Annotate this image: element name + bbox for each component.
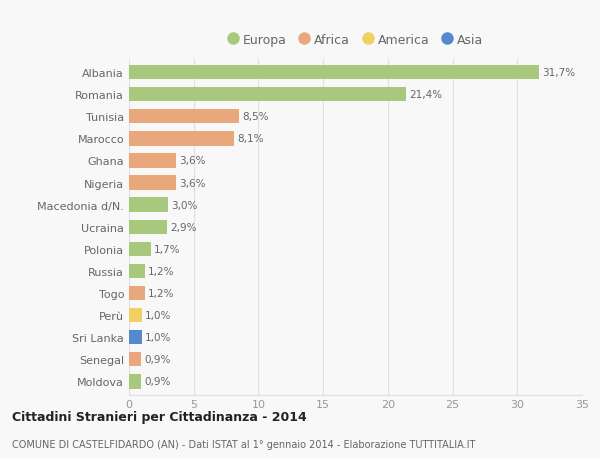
Text: 8,1%: 8,1% [237, 134, 263, 144]
Text: COMUNE DI CASTELFIDARDO (AN) - Dati ISTAT al 1° gennaio 2014 - Elaborazione TUTT: COMUNE DI CASTELFIDARDO (AN) - Dati ISTA… [12, 440, 475, 449]
Bar [129, 242, 151, 257]
Bar [129, 308, 142, 323]
Text: 31,7%: 31,7% [542, 68, 575, 78]
Text: 3,6%: 3,6% [179, 178, 205, 188]
Bar [129, 375, 140, 389]
Text: 2,9%: 2,9% [170, 222, 196, 232]
Bar [129, 132, 234, 146]
Bar [129, 154, 176, 168]
Bar [129, 330, 142, 345]
Text: 0,9%: 0,9% [144, 376, 170, 386]
Legend: Europa, Africa, America, Asia: Europa, Africa, America, Asia [228, 34, 483, 47]
Text: 3,6%: 3,6% [179, 156, 205, 166]
Bar [129, 286, 145, 301]
Bar [129, 198, 168, 213]
Bar [129, 264, 145, 279]
Text: 1,2%: 1,2% [148, 266, 174, 276]
Bar [129, 88, 406, 102]
Bar [129, 110, 239, 124]
Text: 3,0%: 3,0% [171, 200, 197, 210]
Text: 1,0%: 1,0% [145, 332, 172, 342]
Text: 1,7%: 1,7% [154, 244, 181, 254]
Text: Cittadini Stranieri per Cittadinanza - 2014: Cittadini Stranieri per Cittadinanza - 2… [12, 410, 307, 423]
Text: 0,9%: 0,9% [144, 354, 170, 364]
Bar [129, 176, 176, 190]
Text: 1,2%: 1,2% [148, 288, 174, 298]
Text: 1,0%: 1,0% [145, 310, 172, 320]
Bar [129, 353, 140, 367]
Bar [129, 220, 167, 235]
Text: 21,4%: 21,4% [409, 90, 442, 100]
Text: 8,5%: 8,5% [242, 112, 269, 122]
Bar [129, 66, 539, 80]
